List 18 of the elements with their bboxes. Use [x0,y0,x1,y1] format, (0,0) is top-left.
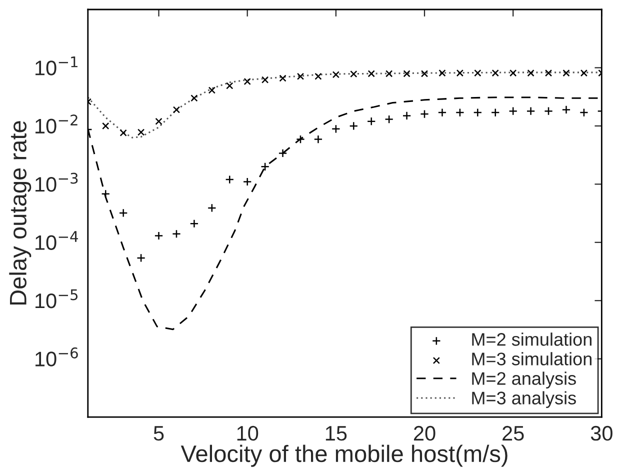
legend-label: M=2 simulation [472,332,592,346]
x-axis-title: Velocity of the mobile host(m/s) [180,444,508,467]
y-tick-label: 10$^{−5}$ [36,289,78,308]
legend-label: M=3 simulation [472,352,592,366]
x-tick-label: 5 [154,426,164,441]
y-tick-label: 10$^{−1}$ [36,56,78,76]
y-tick-label: 10$^{−3}$ [36,172,78,192]
y-tick-label: 10$^{−4}$ [36,231,78,250]
y-axis-title: Delay outage rate [9,121,32,305]
y-tick-label: 10$^{−2}$ [36,114,78,134]
x-tick-label: 30 [590,426,612,441]
x-tick-label: 20 [414,426,436,441]
x-tick-label: 25 [502,426,524,441]
y-tick-label: 10$^{−6}$ [36,347,78,366]
x-tick-label: 10 [237,426,258,441]
x-tick-label: 15 [326,426,347,441]
legend-label: M=2 analysis [472,372,576,388]
legend-label: M=3 analysis [472,391,576,408]
